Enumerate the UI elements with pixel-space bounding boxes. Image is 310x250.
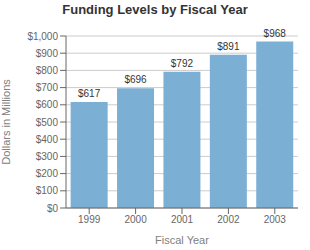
svg-text:$617: $617 [78,88,101,99]
svg-text:$1,000: $1,000 [27,31,58,42]
svg-text:$100: $100 [36,185,59,196]
svg-text:$968: $968 [264,28,287,39]
svg-text:$500: $500 [36,117,59,128]
svg-text:$600: $600 [36,99,59,110]
svg-text:2003: 2003 [264,214,287,225]
svg-text:2000: 2000 [124,214,147,225]
svg-text:2002: 2002 [217,214,240,225]
svg-text:$792: $792 [171,58,194,69]
html-text:Funding Levels by Fiscal Year: Funding Levels by Fiscal Year [62,2,248,17]
svg-text:$700: $700 [36,82,59,93]
svg-text:$696: $696 [124,74,147,85]
svg-text:2001: 2001 [171,214,194,225]
svg-text:$0: $0 [47,203,59,214]
svg-text:$300: $300 [36,151,59,162]
svg-text:Fiscal Year: Fiscal Year [155,234,209,246]
svg-text:$891: $891 [217,41,240,52]
svg-text:$200: $200 [36,168,59,179]
svg-text:$900: $900 [36,48,59,59]
svg-text:$400: $400 [36,134,59,145]
svg-text:$800: $800 [36,65,59,76]
svg-text:Dollars in Millions: Dollars in Millions [8,79,12,165]
svg-text:1999: 1999 [78,214,101,225]
